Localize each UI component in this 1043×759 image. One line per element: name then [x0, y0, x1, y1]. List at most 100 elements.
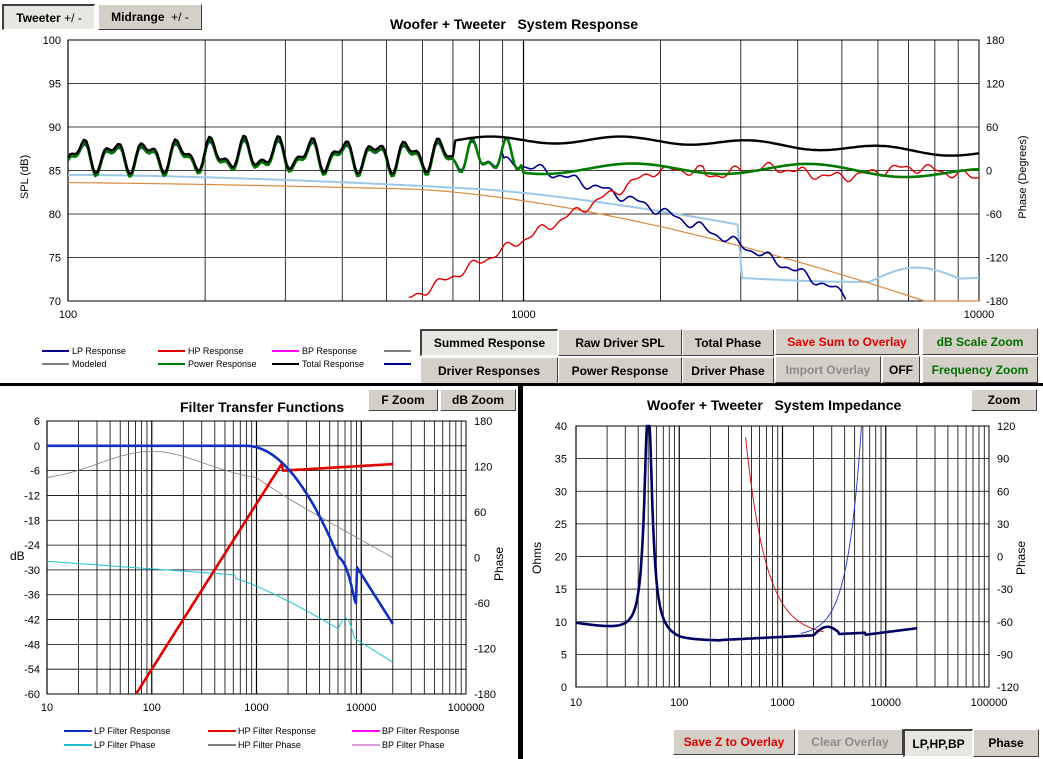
raw-label: Raw Driver SPL — [575, 335, 665, 350]
save-sum-overlay-button[interactable]: Save Sum to Overlay — [775, 328, 919, 355]
legend-label: HP Response — [188, 346, 243, 356]
raw-driver-spl-button[interactable]: Raw Driver SPL — [558, 329, 682, 356]
hp-filter-response-curve — [135, 462, 394, 694]
spl-tick: 85 — [49, 166, 61, 178]
phase-tick: -120 — [986, 253, 1008, 265]
phase-tick: 120 — [474, 462, 492, 474]
db-scale-zoom-label: dB Scale Zoom — [936, 334, 1024, 349]
ohm-tick: 10 — [555, 617, 567, 629]
filter-chart: dB Phase 60-6-12-18-24-30-36-42-48-54-60… — [10, 416, 506, 750]
phase-tick-labels: 180 120 60 0 -60 -120 -180 — [986, 35, 1008, 308]
x-tick-labels: 10 100 1000 10000 100000 — [41, 702, 484, 714]
spl-tick: 80 — [49, 209, 61, 221]
legend-label: Total Response — [302, 359, 364, 369]
db-scale-zoom-button[interactable]: dB Scale Zoom — [922, 328, 1038, 355]
frequency-zoom-label: Frequency Zoom — [931, 362, 1029, 377]
freq-tick: 100 — [59, 309, 77, 321]
filter-y-label: dB — [10, 549, 25, 563]
tab-tweeter-suffix: +/ - — [64, 10, 82, 25]
freq-tick: 10000 — [964, 309, 995, 321]
panel-divider-vertical — [518, 383, 523, 759]
legend-label: BP Response — [302, 346, 357, 356]
freq-tick: 1000 — [770, 697, 794, 709]
total-phase-button[interactable]: Total Phase — [682, 329, 774, 356]
tab-midrange-suffix: +/ - — [171, 10, 189, 24]
imp-zoom-label: Zoom — [987, 393, 1021, 407]
impedance-curves — [575, 424, 918, 642]
lp-hp-bp-toggle[interactable]: LP,HP,BP — [903, 729, 973, 757]
import-overlay-label: Import Overlay — [785, 362, 871, 377]
clear-overlay-button[interactable]: Clear Overlay — [797, 729, 903, 755]
db-tick: -18 — [24, 515, 40, 527]
off-label: OFF — [889, 362, 913, 377]
impedance-y-label: Ohms — [530, 542, 544, 574]
y-tick-labels: 40 35 30 25 20 15 10 5 0 — [555, 421, 567, 694]
freq-tick: 100 — [670, 697, 688, 709]
ohm-tick: 15 — [555, 584, 567, 596]
phase-tick: 30 — [997, 519, 1009, 531]
tab-tweeter-label: Tweeter — [16, 10, 61, 25]
modeled-curve-light — [68, 173, 980, 283]
filter-db-zoom-button[interactable]: dB Zoom — [440, 389, 516, 411]
system-impedance-curve — [575, 424, 918, 642]
db-tick: -36 — [24, 590, 40, 602]
phase-tick: -180 — [474, 689, 496, 701]
driver-phase-button[interactable]: Driver Phase — [682, 357, 774, 385]
f-zoom-button[interactable]: F Zoom — [368, 389, 438, 411]
filter-title: Filter Transfer Functions — [180, 399, 345, 415]
ohm-tick: 20 — [555, 552, 567, 564]
ohm-tick: 35 — [555, 454, 567, 466]
imp-phase-label: Phase — [988, 736, 1024, 750]
db-tick: -30 — [24, 565, 40, 577]
modeled-curve-orange — [68, 182, 979, 302]
phase-tick: -60 — [997, 617, 1013, 629]
hp-filter-phase-curve — [46, 450, 394, 558]
freq-tick: 1000 — [511, 309, 535, 321]
phase-tick: 60 — [997, 486, 1009, 498]
legend-label: LP Filter Phase — [94, 740, 155, 750]
title-right: System Response — [517, 16, 639, 32]
phase-tick-labels: 120 90 60 30 0 -30 -60 -90 -120 — [997, 421, 1019, 694]
y-tick-labels: 100 95 90 85 80 75 70 — [43, 35, 61, 308]
ohm-tick: 40 — [555, 421, 567, 433]
impedance-phase-toggle[interactable]: Phase — [973, 729, 1039, 757]
frequency-zoom-button[interactable]: Frequency Zoom — [922, 356, 1038, 383]
driver-responses-button[interactable]: Driver Responses — [420, 357, 558, 385]
response-curves — [66, 134, 980, 302]
power-response-button[interactable]: Power Response — [558, 357, 682, 385]
phase-tick: 120 — [997, 421, 1015, 433]
impedance-phase-label: Phase — [1014, 541, 1028, 575]
phase-tick-labels: 180 120 60 0 -60 -120 -180 — [474, 416, 496, 701]
phase-tick: 0 — [997, 552, 1003, 564]
save-z-overlay-button[interactable]: Save Z to Overlay — [673, 729, 795, 755]
imp-title-right: System Impedance — [774, 397, 902, 413]
total-response-curve — [66, 134, 980, 176]
impedance-chart: Ohms Phase 40 35 30 25 20 15 10 5 0 120 90 60 30 0 -3… — [530, 421, 1028, 709]
impedance-panel: Woofer + Tweeter System Impedance Zoom O… — [523, 386, 1043, 759]
y-axis-label-phase: Phase (Degrees) — [1017, 135, 1029, 218]
system-response-title: Woofer + Tweeter System Response — [390, 16, 638, 32]
phase-tick: -120 — [997, 682, 1019, 694]
ohm-tick: 25 — [555, 519, 567, 531]
x-tick-labels: 100 1000 10000 — [59, 309, 994, 321]
summed-response-button[interactable]: Summed Response — [420, 329, 558, 356]
legend-label: Power Response — [188, 359, 257, 369]
spl-tick: 100 — [43, 35, 61, 47]
spl-tick: 75 — [49, 253, 61, 265]
tab-midrange[interactable]: Midrange +/ - — [98, 4, 202, 30]
ohm-tick: 30 — [555, 486, 567, 498]
lp-filter-phase-curve — [46, 560, 394, 663]
phase-tick: 0 — [474, 553, 480, 565]
grid — [46, 420, 467, 695]
impedance-zoom-button[interactable]: Zoom — [971, 389, 1037, 411]
import-overlay-button[interactable]: Import Overlay — [775, 356, 881, 383]
ohm-tick: 5 — [561, 649, 567, 661]
total-phase-label: Total Phase — [694, 335, 762, 350]
tab-tweeter[interactable]: Tweeter +/ - — [2, 4, 95, 30]
phase-tick: -120 — [474, 644, 496, 656]
overlay-off-toggle[interactable]: OFF — [882, 356, 920, 383]
filter-curves — [46, 444, 394, 694]
db-tick: 6 — [34, 416, 40, 428]
power-response-curve — [66, 137, 980, 179]
db-tick: -60 — [24, 689, 40, 701]
